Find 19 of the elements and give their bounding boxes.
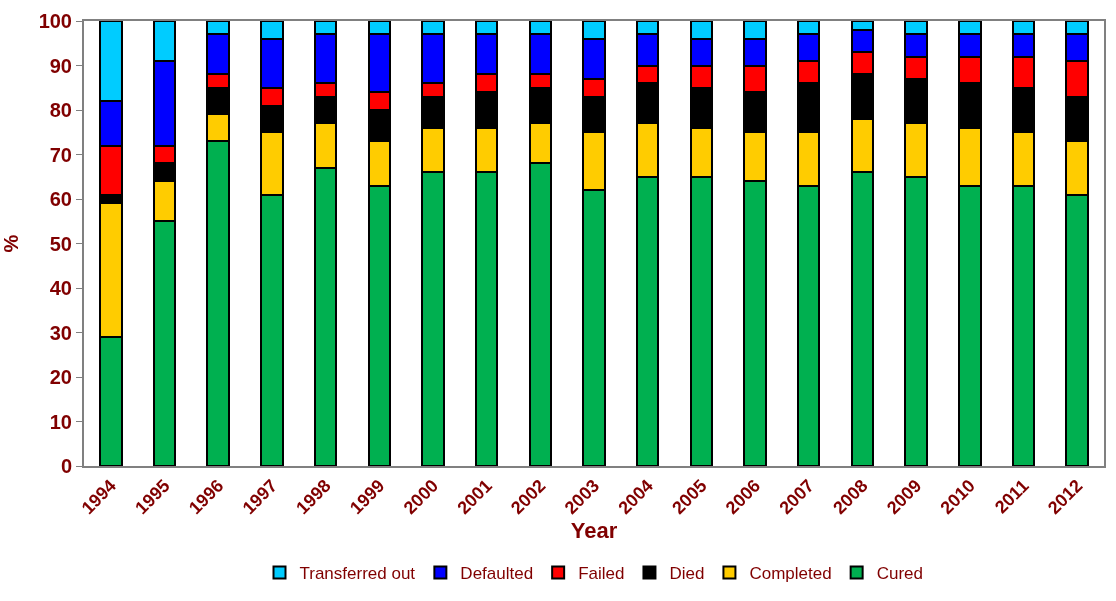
y-tick-label: 70 bbox=[49, 143, 72, 166]
y-tick-label: 60 bbox=[49, 188, 72, 210]
legend-label: Cured bbox=[876, 564, 923, 584]
x-axis-title: Year bbox=[570, 518, 618, 544]
legend-label: Completed bbox=[749, 564, 832, 584]
legend-label: Died bbox=[669, 564, 705, 584]
y-axis-title: % bbox=[0, 234, 22, 253]
legend-label: Transferred out bbox=[299, 564, 416, 584]
y-tick-label: 50 bbox=[49, 232, 72, 255]
y-tick-label: 0 bbox=[60, 455, 72, 477]
y-tick-label: 10 bbox=[49, 410, 72, 433]
y-tick-label: 20 bbox=[49, 366, 72, 388]
y-tick-label: 80 bbox=[49, 99, 72, 121]
legend-label: Defaulted bbox=[460, 564, 534, 584]
legend-label: Failed bbox=[578, 564, 625, 584]
y-tick-label: 90 bbox=[49, 54, 72, 77]
y-tick-label: 30 bbox=[49, 321, 72, 344]
y-tick-label: 100 bbox=[38, 10, 72, 32]
y-tick-label: 40 bbox=[49, 277, 72, 299]
